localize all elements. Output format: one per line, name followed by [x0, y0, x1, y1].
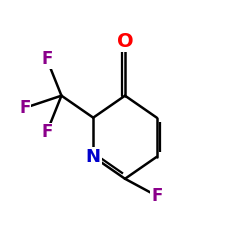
Text: N: N — [86, 148, 101, 166]
Text: F: F — [41, 123, 52, 141]
Text: O: O — [117, 32, 133, 52]
Text: F: F — [151, 187, 162, 205]
Text: F: F — [41, 50, 52, 68]
Text: F: F — [19, 99, 30, 117]
